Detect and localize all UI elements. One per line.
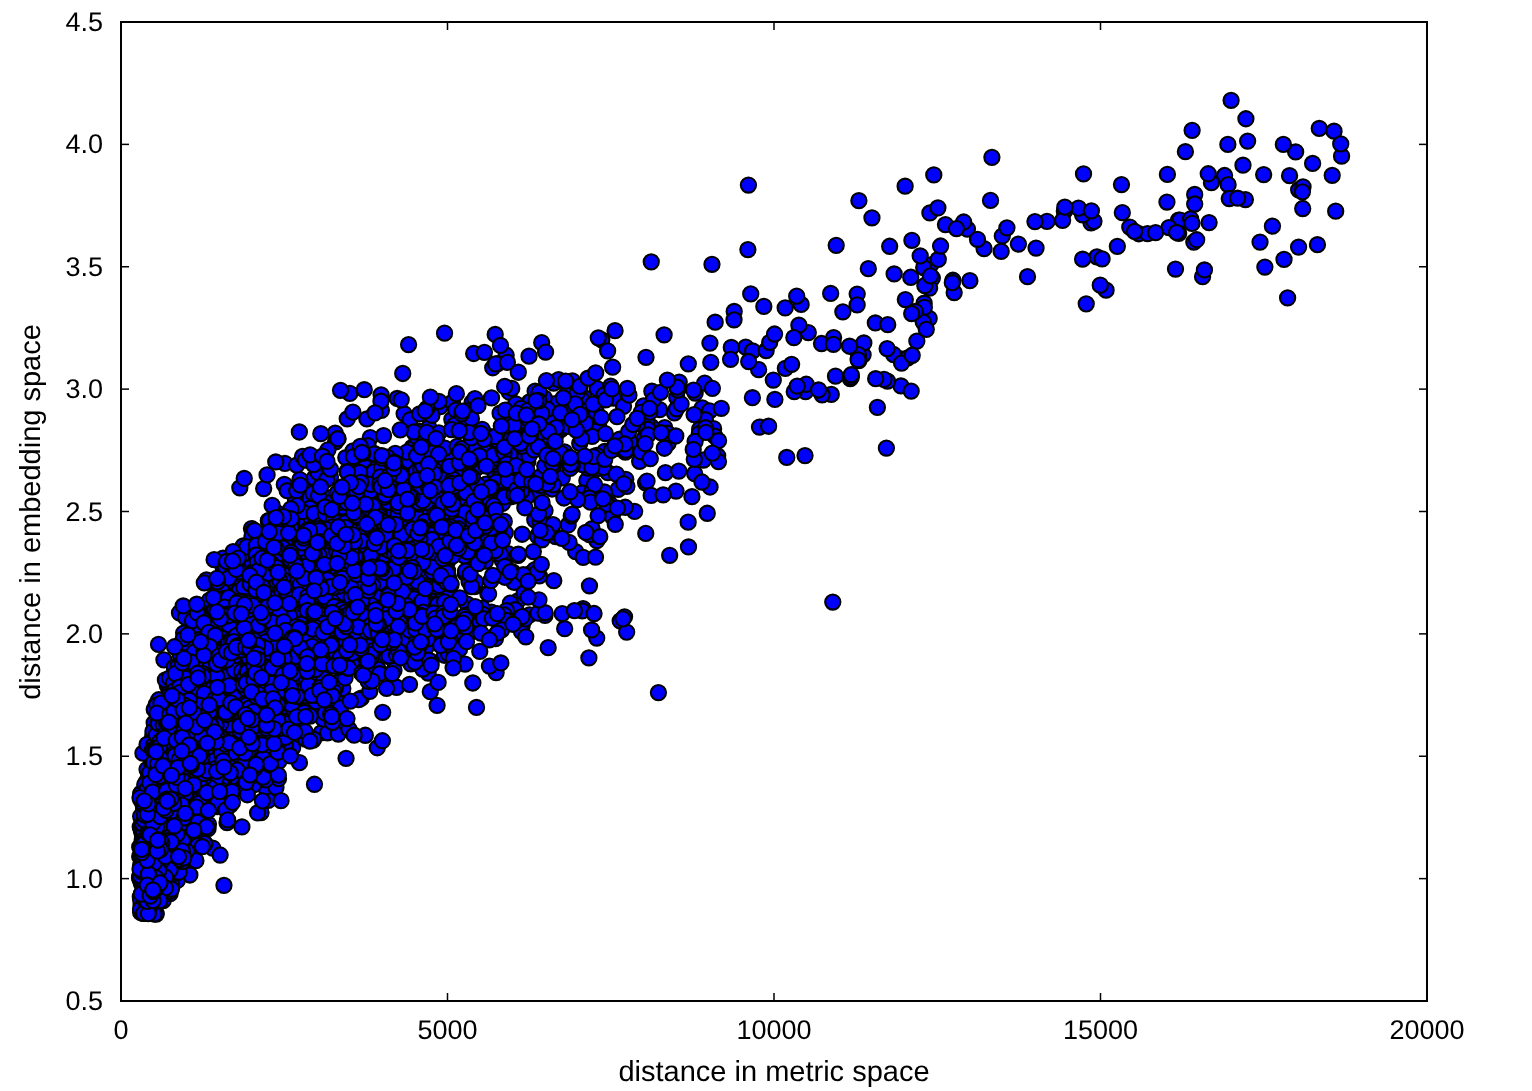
svg-text:1.0: 1.0: [65, 864, 103, 894]
svg-text:20000: 20000: [1389, 1015, 1464, 1045]
svg-text:0.5: 0.5: [65, 986, 103, 1016]
svg-text:4.0: 4.0: [65, 129, 103, 159]
svg-text:distance in embedding space: distance in embedding space: [15, 324, 47, 700]
svg-text:distance in metric space: distance in metric space: [618, 1056, 929, 1088]
svg-text:10000: 10000: [736, 1015, 811, 1045]
svg-text:3.5: 3.5: [65, 252, 103, 282]
svg-text:1.5: 1.5: [65, 741, 103, 771]
svg-text:2.5: 2.5: [65, 497, 103, 527]
svg-text:0: 0: [113, 1015, 128, 1045]
svg-text:3.0: 3.0: [65, 374, 103, 404]
svg-text:5000: 5000: [417, 1015, 477, 1045]
svg-text:4.5: 4.5: [65, 7, 103, 37]
svg-text:2.0: 2.0: [65, 619, 103, 649]
svg-text:15000: 15000: [1063, 1015, 1138, 1045]
